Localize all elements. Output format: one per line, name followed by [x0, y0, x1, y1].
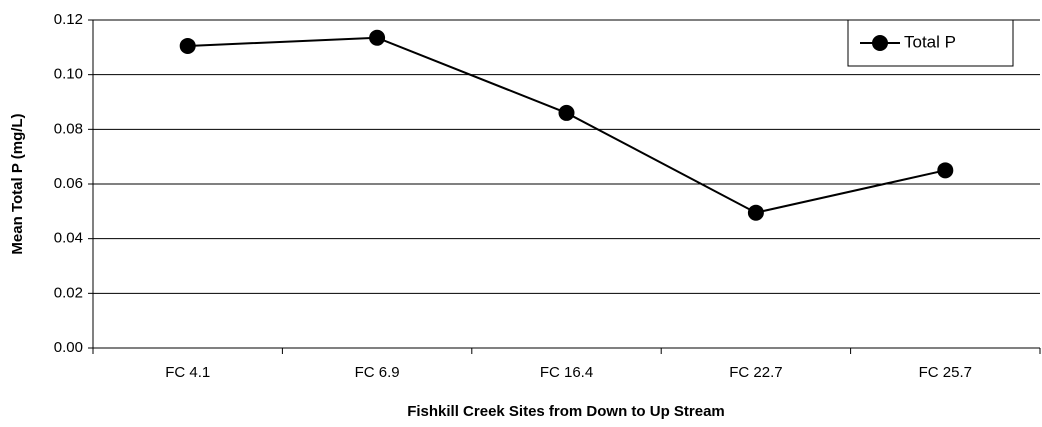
x-axis-title: Fishkill Creek Sites from Down to Up Str… [407, 403, 725, 420]
point [747, 204, 764, 221]
y-axis-title: Mean Total P (mg/L) [9, 113, 26, 254]
y-tick-label: 0.00 [54, 339, 83, 356]
y-tick-label: 0.10 [54, 66, 83, 83]
x-tick-label: FC 4.1 [165, 364, 210, 381]
x-tick-label: FC 6.9 [355, 364, 400, 381]
line [187, 36, 946, 214]
y-tick-label: 0.08 [54, 120, 83, 137]
point [369, 29, 386, 46]
x-tick-label: FC 22.7 [729, 364, 782, 381]
y-tick-label: 0.12 [54, 11, 83, 28]
y-tick-label: 0.02 [54, 284, 83, 301]
legend-marker [872, 35, 888, 51]
y-tick-label: 0.06 [54, 175, 83, 192]
y-tick-label: 0.04 [54, 230, 83, 247]
x-tick-label: FC 16.4 [540, 364, 593, 381]
legend-label: Total P [904, 32, 956, 51]
point [937, 162, 954, 179]
point [558, 104, 575, 121]
x-tick-label: FC 25.7 [919, 364, 972, 381]
point [179, 37, 196, 54]
